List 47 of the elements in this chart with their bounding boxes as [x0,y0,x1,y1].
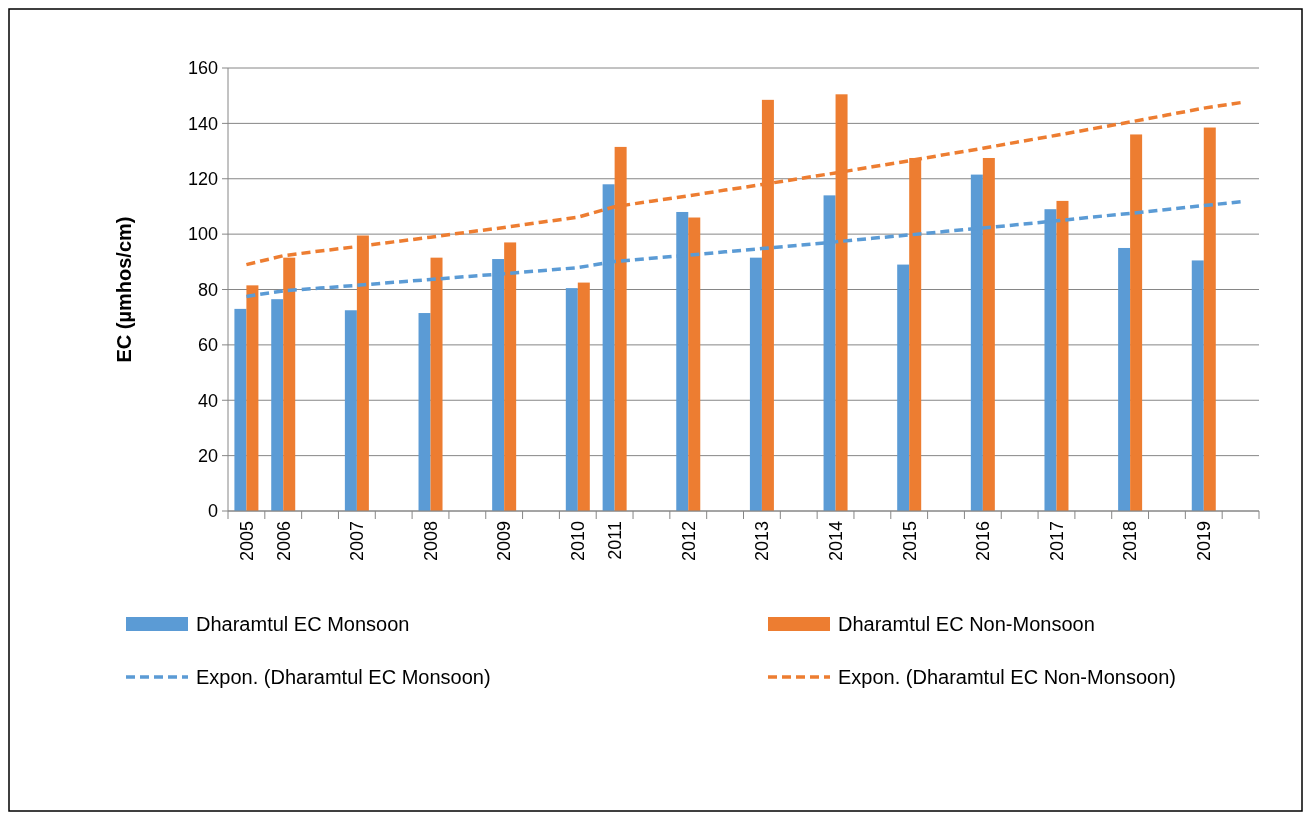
bar [234,308,247,511]
bar [504,242,517,511]
y-tick-label: 20 [197,445,218,466]
bar [749,257,762,511]
x-tick-label: 2016 [973,521,994,562]
x-tick-label: 2012 [678,521,699,562]
x-tick-label: 2006 [273,521,294,562]
x-tick-label: 2013 [752,521,773,562]
bar [1203,127,1216,511]
y-tick-label: 0 [207,501,218,522]
bar [430,257,443,511]
bar [246,285,259,511]
x-tick-label: 2008 [420,521,441,562]
x-tick-label: 2017 [1046,521,1067,562]
bar [982,157,995,511]
bar [1118,247,1131,511]
x-tick-label: 2010 [568,521,589,562]
x-tick-label: 2011 [604,521,625,560]
y-tick-label: 120 [187,169,218,190]
x-tick-label: 2018 [1120,521,1141,562]
y-tick-label: 100 [187,224,218,245]
legend-label: Dharamtul EC Monsoon [196,613,410,635]
x-tick-label: 2015 [899,521,920,562]
bar [565,288,578,511]
y-axis-title: EC (µmhos/cm) [113,216,135,363]
y-tick-label: 160 [187,58,218,79]
bar [577,282,590,511]
legend-label: Dharamtul EC Non-Monsoon [838,613,1095,635]
bar [418,313,431,511]
y-tick-label: 40 [197,390,218,411]
y-tick-label: 60 [197,335,218,356]
bar [271,299,284,511]
x-tick-label: 2009 [494,521,515,562]
x-tick-label: 2019 [1194,521,1215,562]
legend-label: Expon. (Dharamtul EC Non-Monsoon) [838,666,1176,688]
x-tick-label: 2007 [347,521,368,562]
y-tick-label: 140 [187,113,218,134]
bar [1130,134,1143,511]
bar [1056,200,1069,511]
y-tick-label: 80 [197,279,218,300]
legend-label: Expon. (Dharamtul EC Monsoon) [196,666,491,688]
bar [1191,260,1204,511]
x-tick-label: 2014 [825,521,846,562]
x-tick-label: 2005 [236,521,257,562]
bar [344,310,357,511]
bar [688,217,701,511]
bar [897,264,910,511]
